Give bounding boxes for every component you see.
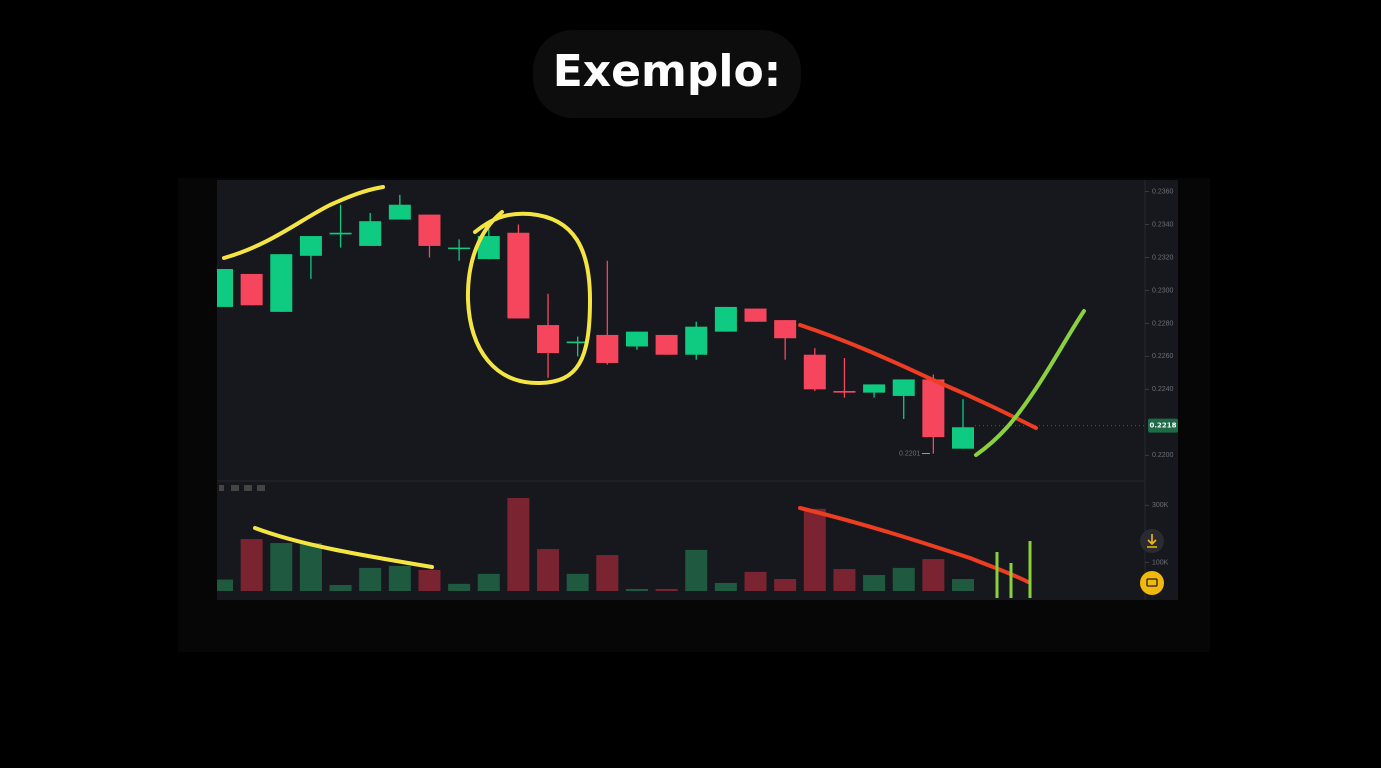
candle-body	[507, 232, 530, 319]
toolbar-icon[interactable]	[231, 485, 239, 491]
y-tick-label: 0.2340	[1152, 221, 1174, 228]
trend-stroke	[798, 323, 1038, 430]
volume-bar	[217, 579, 233, 591]
candle-body	[299, 236, 322, 256]
last-price-label: 0.2218	[1149, 422, 1176, 430]
volume-bar	[240, 539, 263, 591]
volume-bar	[566, 573, 589, 591]
y-tick-label: 0.2260	[1152, 353, 1174, 360]
volume-bar	[714, 583, 737, 591]
candle-body	[448, 247, 471, 250]
volume-bar	[418, 569, 441, 591]
volume-bar	[685, 549, 708, 591]
volume-bar	[833, 569, 856, 591]
candle-body	[270, 254, 293, 312]
candle-body	[833, 390, 856, 393]
y-tick-label: 0.2240	[1152, 386, 1174, 393]
y-tick-label: 0.2280	[1152, 320, 1174, 327]
candle-body	[863, 384, 886, 393]
volume-bar	[477, 573, 500, 591]
toolbar-icon[interactable]	[244, 485, 252, 491]
trend-stroke	[253, 526, 434, 569]
volume-bar	[922, 559, 945, 591]
volume-bar	[774, 579, 797, 591]
trend-stroke	[798, 506, 1030, 584]
candle-body	[566, 341, 589, 344]
candle-body	[217, 269, 233, 307]
candle-body	[922, 379, 945, 438]
circle-stroke	[465, 210, 593, 386]
candle-body	[952, 427, 974, 449]
y-tick-label: 300K	[1152, 502, 1169, 509]
candle-body	[744, 308, 767, 322]
volume-bar	[952, 579, 974, 591]
candle-body	[774, 320, 797, 339]
y-tick-label: 0.2360	[1152, 188, 1174, 195]
candle-body	[596, 334, 619, 363]
volume-bar	[299, 543, 322, 591]
title-pill	[533, 30, 801, 118]
candle-body	[625, 331, 648, 347]
volume-bar	[625, 589, 648, 591]
chart-area	[217, 180, 1178, 600]
candle-body	[714, 306, 737, 332]
chat-icon	[1146, 578, 1158, 587]
toolbar-icon[interactable]	[257, 485, 265, 491]
download-icon	[1147, 534, 1157, 548]
low-marker-label: 0.2201	[899, 450, 921, 457]
y-tick-label: 0.2300	[1152, 287, 1174, 294]
volume-bar	[744, 571, 767, 591]
volume-bar	[892, 567, 915, 591]
toolbar	[219, 485, 1164, 595]
volume-bar	[537, 549, 560, 591]
volume-bar	[448, 583, 471, 591]
candle-body	[892, 379, 915, 396]
y-tick-label: 0.2320	[1152, 254, 1174, 261]
candle-body	[537, 325, 560, 354]
candle-body	[388, 204, 411, 220]
y-tick-label: 100K	[1152, 559, 1169, 566]
candle-body	[477, 236, 500, 260]
volume-bar	[359, 567, 382, 591]
volume-bar	[388, 565, 411, 591]
volume-bar	[596, 555, 619, 591]
candle-body	[685, 326, 708, 355]
plot	[217, 194, 974, 591]
volume-bar	[863, 575, 886, 591]
volume-stroke	[995, 541, 1032, 598]
title: Exemplo:	[553, 46, 782, 97]
candle-body	[418, 214, 441, 246]
volume-bar	[329, 585, 352, 591]
candle-body	[359, 221, 382, 246]
candle-body	[803, 354, 826, 390]
candle-body	[655, 334, 678, 355]
volume-bar	[270, 543, 293, 591]
y-tick-label: 0.2200	[1152, 452, 1174, 459]
last-price-tag	[1148, 418, 1178, 433]
volume-bar	[655, 589, 678, 591]
trend-stroke	[222, 185, 385, 260]
candle-body	[240, 273, 263, 306]
toolbar-icon[interactable]	[219, 485, 224, 491]
candle-body	[329, 232, 352, 235]
annotations	[222, 185, 1086, 598]
volume-bar	[507, 497, 530, 591]
trend-stroke	[974, 309, 1086, 457]
chat-button[interactable]	[1140, 571, 1164, 595]
volume-bar	[803, 508, 826, 591]
